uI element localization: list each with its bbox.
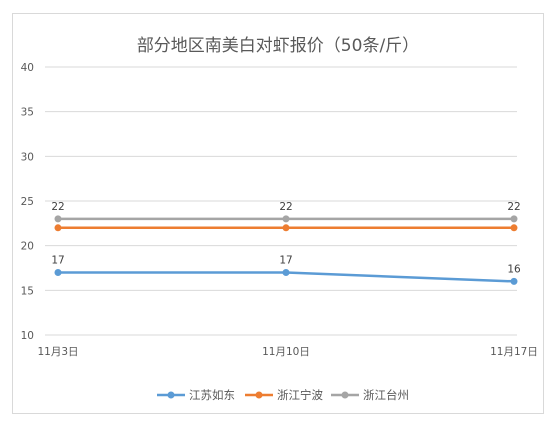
data-point [282,268,290,276]
legend-item-2: 浙江宁波 [245,388,323,402]
series-2 [54,224,518,232]
y-axis: 10 15 20 25 30 35 40 [21,62,34,342]
legend: 江苏如东 浙江宁波 浙江台州 [157,388,409,402]
y-tick-label: 15 [21,285,34,297]
x-tick-label: 11月10日 [262,346,310,358]
y-tick-label: 30 [21,151,34,163]
y-tick-label: 10 [21,330,34,342]
legend-swatch-marker [255,391,263,399]
chart-frame [12,13,544,414]
legend-label: 浙江台州 [363,388,409,402]
y-tick-label: 20 [21,241,34,253]
series-3 [54,215,518,223]
series-layer [54,215,518,285]
data-point [510,224,518,232]
data-point [54,224,62,232]
data-point [282,224,290,232]
data-point [54,268,62,276]
series-1 [54,268,518,285]
x-tick-label: 11月17日 [490,346,538,358]
chart-title: 部分地区南美白对虾报价（50条/斤） [137,36,419,56]
legend-swatch-marker [167,391,175,399]
legend-item-3: 浙江台州 [331,388,409,402]
data-label: 22 [279,201,292,213]
legend-label: 浙江宁波 [277,388,323,402]
data-labels: 17 17 16 22 22 22 [51,201,521,276]
data-label: 17 [51,254,64,266]
data-point [510,277,518,285]
x-tick-label: 11月3日 [37,346,78,358]
data-label: 22 [507,201,520,213]
data-point [54,215,62,223]
legend-swatch-marker [341,391,349,399]
data-label: 16 [507,263,521,275]
data-label: 17 [279,254,292,266]
y-tick-label: 40 [21,62,34,74]
data-label: 22 [51,201,64,213]
y-tick-label: 35 [21,107,34,119]
data-point [510,215,518,223]
legend-label: 江苏如东 [189,388,235,402]
x-axis: 11月3日 11月10日 11月17日 [37,346,537,358]
legend-item-1: 江苏如东 [157,388,235,402]
gridlines [45,66,517,336]
data-point [282,215,290,223]
y-tick-label: 25 [21,196,34,208]
